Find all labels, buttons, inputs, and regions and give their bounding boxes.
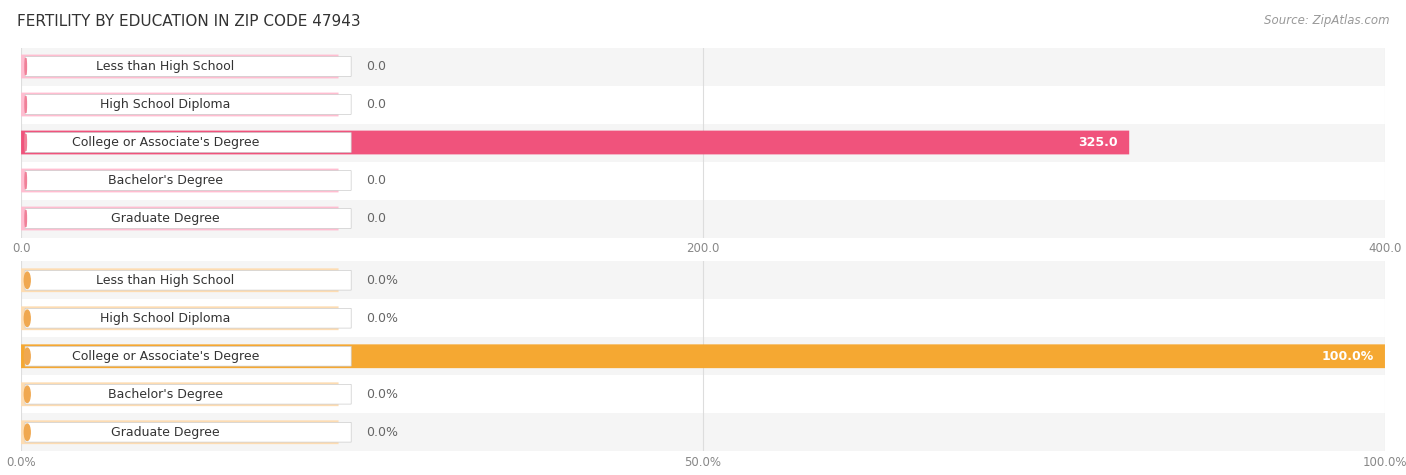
FancyBboxPatch shape: [25, 346, 352, 366]
Circle shape: [24, 272, 30, 288]
Text: College or Associate's Degree: College or Associate's Degree: [72, 136, 259, 149]
FancyBboxPatch shape: [21, 420, 339, 444]
Circle shape: [24, 386, 30, 402]
Bar: [21, 375, 1385, 413]
Text: 0.0%: 0.0%: [366, 426, 398, 439]
Text: 0.0: 0.0: [366, 212, 387, 225]
FancyBboxPatch shape: [21, 382, 339, 406]
Bar: [21, 261, 1385, 299]
Bar: [21, 299, 1385, 337]
Circle shape: [25, 172, 27, 189]
Text: Bachelor's Degree: Bachelor's Degree: [108, 174, 224, 187]
Text: 325.0: 325.0: [1078, 136, 1118, 149]
FancyBboxPatch shape: [25, 308, 352, 328]
Text: 0.0%: 0.0%: [366, 388, 398, 401]
FancyBboxPatch shape: [25, 57, 352, 76]
FancyBboxPatch shape: [21, 55, 339, 78]
FancyBboxPatch shape: [21, 131, 1129, 154]
Bar: [21, 162, 1385, 199]
FancyBboxPatch shape: [25, 133, 352, 152]
FancyBboxPatch shape: [21, 207, 339, 230]
Text: Bachelor's Degree: Bachelor's Degree: [108, 388, 224, 401]
Bar: [21, 48, 1385, 86]
Text: Less than High School: Less than High School: [97, 274, 235, 287]
Text: 0.0: 0.0: [366, 174, 387, 187]
Bar: [21, 124, 1385, 162]
Text: High School Diploma: High School Diploma: [100, 98, 231, 111]
FancyBboxPatch shape: [25, 270, 352, 290]
Text: Graduate Degree: Graduate Degree: [111, 426, 219, 439]
Text: College or Associate's Degree: College or Associate's Degree: [72, 350, 259, 363]
FancyBboxPatch shape: [21, 268, 339, 292]
Circle shape: [24, 310, 30, 326]
Circle shape: [25, 58, 27, 75]
Circle shape: [24, 424, 30, 440]
Text: 0.0: 0.0: [366, 60, 387, 73]
FancyBboxPatch shape: [25, 384, 352, 404]
Circle shape: [25, 210, 27, 227]
FancyBboxPatch shape: [21, 344, 1385, 368]
Text: Graduate Degree: Graduate Degree: [111, 212, 219, 225]
Circle shape: [25, 96, 27, 113]
FancyBboxPatch shape: [25, 422, 352, 442]
Bar: [21, 337, 1385, 375]
Bar: [21, 413, 1385, 451]
Text: Less than High School: Less than High School: [97, 60, 235, 73]
Text: 0.0%: 0.0%: [366, 312, 398, 325]
Text: 100.0%: 100.0%: [1322, 350, 1374, 363]
Text: 0.0: 0.0: [366, 98, 387, 111]
Text: Source: ZipAtlas.com: Source: ZipAtlas.com: [1264, 14, 1389, 27]
FancyBboxPatch shape: [21, 306, 339, 330]
Bar: [21, 200, 1385, 238]
FancyBboxPatch shape: [21, 93, 339, 116]
Text: 0.0%: 0.0%: [366, 274, 398, 287]
FancyBboxPatch shape: [21, 169, 339, 192]
Text: High School Diploma: High School Diploma: [100, 312, 231, 325]
FancyBboxPatch shape: [25, 95, 352, 114]
Text: FERTILITY BY EDUCATION IN ZIP CODE 47943: FERTILITY BY EDUCATION IN ZIP CODE 47943: [17, 14, 360, 29]
Circle shape: [24, 348, 30, 364]
FancyBboxPatch shape: [25, 209, 352, 228]
Circle shape: [25, 134, 27, 151]
FancyBboxPatch shape: [25, 171, 352, 190]
Bar: [21, 86, 1385, 124]
